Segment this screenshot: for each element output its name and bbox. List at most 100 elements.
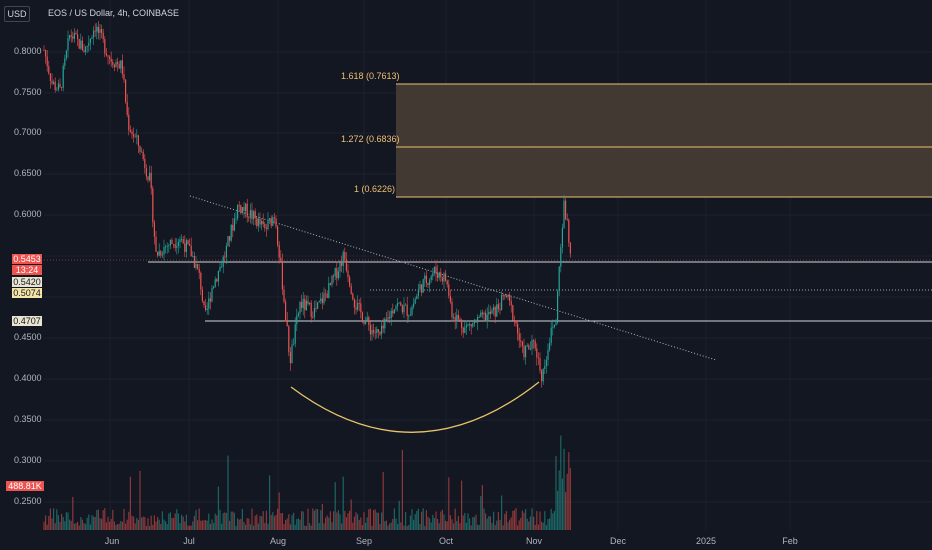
symbol-legend-title[interactable]: EOS / US Dollar, 4h, COINBASE	[48, 8, 180, 18]
volume-bar	[339, 514, 341, 530]
volume-bar	[560, 435, 562, 530]
currency-selector-button[interactable]: USD	[4, 6, 30, 22]
candle-body	[168, 245, 170, 247]
candle-body	[342, 252, 344, 266]
y-tick: 0.7500	[14, 87, 42, 97]
candle-body	[430, 276, 432, 281]
volume-bar	[179, 522, 181, 530]
candle-body	[312, 316, 314, 318]
candle-body	[297, 313, 299, 316]
volume-bar	[395, 518, 397, 530]
rounded-bottom-arc[interactable]	[290, 381, 540, 433]
volume-bar	[419, 523, 421, 530]
candle-body	[363, 321, 365, 324]
candle-body	[533, 340, 535, 342]
volume-bar	[117, 524, 119, 530]
x-tick: Jul	[183, 536, 195, 546]
candle-body	[507, 294, 509, 298]
volume-bar	[99, 518, 101, 530]
volume-bar	[429, 518, 431, 530]
candle-body	[496, 304, 498, 317]
grid-lines	[44, 0, 932, 530]
candle-body	[85, 46, 87, 52]
volume-bar	[555, 456, 557, 530]
candle-body	[509, 294, 511, 302]
candle-body	[379, 331, 381, 335]
volume-bar	[86, 517, 88, 530]
price-axis[interactable]: 0.8000 0.7500 0.7000 0.6500 0.6000 0.450…	[0, 0, 44, 530]
candle-body	[59, 83, 61, 88]
volume-bar	[430, 522, 432, 530]
volume-bar	[237, 518, 239, 530]
volume-bar	[496, 520, 498, 530]
candle-body	[331, 276, 333, 285]
candle-body	[433, 267, 435, 274]
candle-body	[387, 317, 389, 320]
volume-bar	[533, 516, 535, 530]
volume-bar	[360, 517, 362, 530]
volume-bar	[547, 519, 549, 530]
volume-bar	[379, 523, 381, 530]
y-tick: 0.4000	[14, 373, 42, 383]
y-tick: 0.2500	[14, 496, 42, 506]
time-axis[interactable]: Jun Jul Aug Sep Oct Nov Dec 2025 Feb	[44, 530, 932, 550]
candle-body	[107, 55, 109, 57]
volume-bar	[59, 521, 61, 530]
volume-bar	[401, 449, 403, 530]
candle-body	[128, 114, 130, 131]
volume-bar	[381, 512, 383, 530]
x-tick: 2025	[695, 536, 717, 546]
candle-body	[280, 257, 282, 261]
volume-bar	[454, 508, 456, 530]
candle-body	[225, 245, 227, 258]
volume-bar	[352, 522, 354, 530]
volume-bar	[150, 515, 152, 530]
candle-body	[310, 302, 312, 317]
candle-body	[219, 267, 221, 271]
candle-body	[211, 288, 213, 302]
descending-trendline[interactable]	[189, 195, 717, 361]
volume-bar	[78, 525, 80, 530]
candle-body	[305, 300, 307, 311]
volume-bar	[529, 516, 531, 530]
volume-bar	[387, 525, 389, 530]
candle-body	[248, 217, 250, 219]
volume-bar	[449, 515, 451, 530]
candle-body	[281, 260, 283, 290]
volume-bar	[320, 510, 322, 530]
x-tick: Oct	[438, 536, 454, 546]
volume-bar	[470, 525, 472, 530]
candle-body	[299, 301, 301, 314]
volume-bar	[363, 512, 365, 530]
candle-body	[462, 327, 464, 333]
candlesticks	[43, 21, 571, 388]
volume-bar	[185, 514, 187, 530]
candle-body	[257, 218, 259, 227]
volume-bar	[328, 517, 330, 530]
volume-bar	[336, 512, 338, 530]
candle-body	[325, 293, 327, 295]
volume-bar	[110, 518, 112, 530]
candle-body	[174, 244, 176, 248]
volume-bar	[48, 515, 50, 530]
volume-bar	[136, 517, 138, 530]
volume-bar	[294, 524, 296, 530]
candle-body	[504, 295, 506, 297]
candle-body	[75, 32, 77, 35]
candle-body	[307, 300, 309, 304]
candle-body	[416, 296, 418, 300]
volume-bar	[385, 520, 387, 530]
volume-bar	[137, 519, 139, 530]
candle-body	[345, 259, 347, 271]
candle-body	[304, 298, 306, 311]
candle-body	[133, 134, 135, 137]
volume-bar	[483, 508, 485, 530]
volume-bar	[435, 511, 437, 530]
volume-bar	[337, 510, 339, 530]
candle-body	[341, 261, 343, 266]
volume-bar	[107, 516, 109, 530]
candle-body	[505, 295, 507, 298]
volume-bar	[472, 517, 474, 530]
candle-body	[269, 218, 271, 221]
